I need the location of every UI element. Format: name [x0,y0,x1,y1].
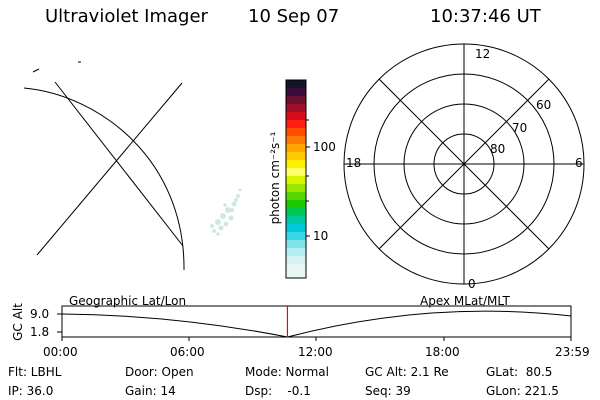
colorbar-tick-10: 10 [313,229,329,243]
info-gain: Gain: 14 [125,384,176,398]
geographic-map [23,61,242,271]
info-gc-alt: GC Alt: 2.1 Re [365,365,449,379]
info-dsp: Dsp: -0.1 [245,384,311,398]
info-ip: IP: 36.0 [8,384,54,398]
timeline-tick-2359: 23:59 [555,345,590,359]
info-door: Door: Open [125,365,194,379]
info-mode: Mode: Normal [245,365,329,379]
timeline-tick-1200: 12:00 [298,345,333,359]
timeline-tick-1800: 18:00 [425,345,460,359]
colorbar-tick-100: 100 [313,140,336,154]
map-tick-mark [32,68,40,73]
lat-lon-line [54,81,184,247]
polar-mlt-plot [343,43,585,285]
lat-label-80: 80 [490,142,506,156]
mlt-label-18: 18 [346,156,362,170]
altitude-curve [61,310,572,338]
timeline-y-axis-label: GC Alt [11,303,25,341]
mlt-label-0: 0 [468,277,476,291]
lat-label-70: 70 [512,121,528,135]
timeline-geographic-title: Geographic Lat/Lon [69,294,187,308]
timeline-y-bottom: 1.8 [30,325,50,339]
aurora-emission-patch [210,188,242,236]
color-bar [285,79,310,279]
info-glat: GLat: 80.5 [486,365,553,379]
timeline-tick-0600: 06:00 [170,345,205,359]
mlt-label-6: 6 [575,156,583,170]
altitude-timeline [57,305,572,341]
observation-time: 10:37:46 UT [430,6,541,27]
timeline-apex-title: Apex MLat/MLT [420,294,510,308]
colorbar-unit-label: photon cm⁻²s⁻¹ [268,131,282,225]
timeline-tick-0000: 00:00 [43,345,78,359]
earth-limb-arc [23,87,185,271]
info-filter: Flt: LBHL [8,365,62,379]
mlt-label-12: 12 [475,47,491,61]
lat-lon-line [36,82,183,256]
info-glon: GLon: 221.5 [486,384,559,398]
instrument-title: Ultraviolet Imager [45,6,208,27]
observation-date: 10 Sep 07 [248,6,340,27]
info-seq: Seq: 39 [365,384,411,398]
timeline-y-top: 9.0 [30,307,50,321]
lat-label-60: 60 [536,98,552,112]
